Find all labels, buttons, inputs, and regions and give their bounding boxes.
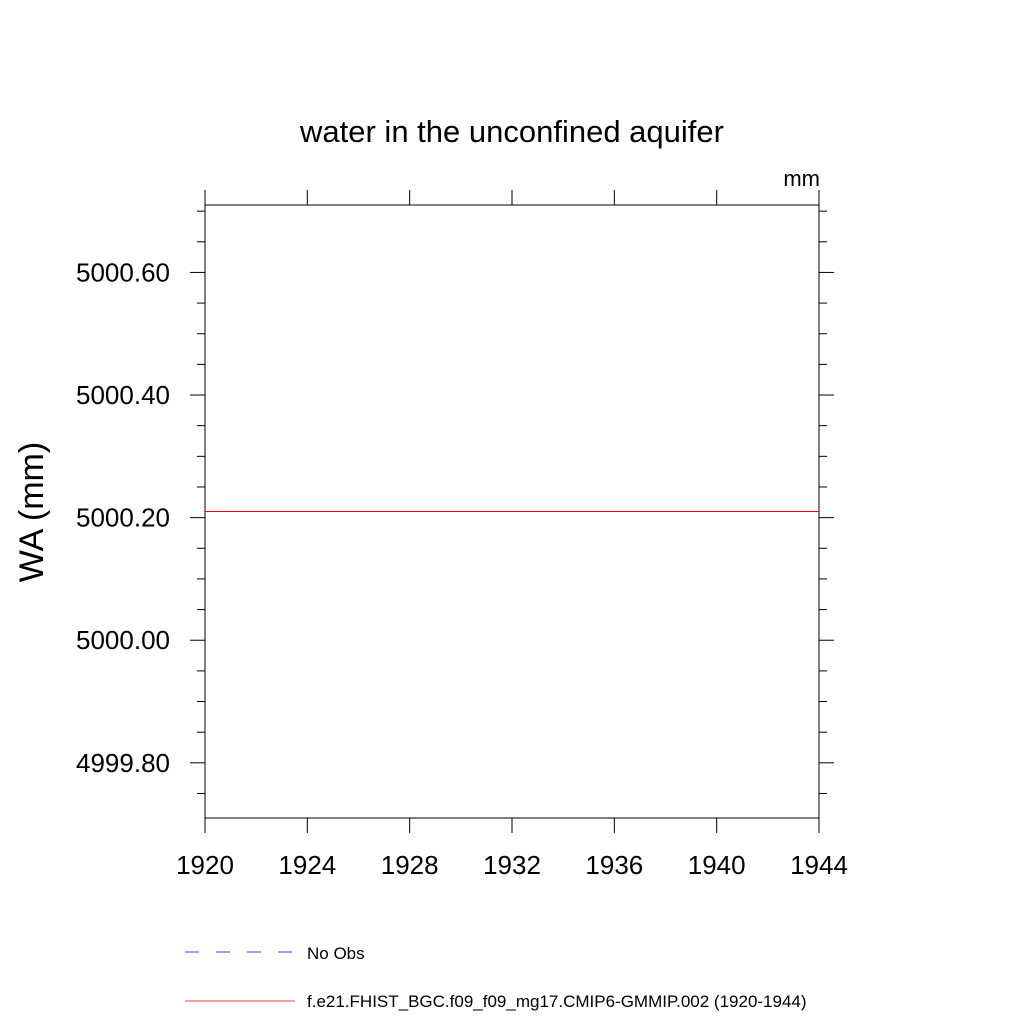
chart-title: water in the unconfined aquifer — [299, 114, 724, 149]
y-tick-label: 5000.40 — [76, 380, 170, 410]
legend-label-no-obs: No Obs — [307, 944, 365, 963]
y-tick-label: 4999.80 — [76, 748, 170, 778]
y-axis: 4999.80 5000.00 5000.20 5000.40 5000.60 — [76, 210, 834, 794]
x-tick-label: 1924 — [278, 850, 336, 880]
y-tick-label: 5000.20 — [76, 503, 170, 533]
legend-item-no-obs: No Obs — [185, 944, 365, 963]
x-tick-label: 1928 — [381, 850, 439, 880]
x-axis: 1920 1924 1928 1932 1936 1940 1944 — [176, 190, 848, 880]
legend: No Obs f.e21.FHIST_BGC.f09_f09_mg17.CMIP… — [185, 944, 807, 1011]
y-tick-label: 5000.00 — [76, 625, 170, 655]
legend-label-model: f.e21.FHIST_BGC.f09_f09_mg17.CMIP6-GMMIP… — [307, 992, 807, 1011]
y-tick-label: 5000.60 — [76, 257, 170, 287]
x-tick-label: 1932 — [483, 850, 541, 880]
y-axis-label: WA (mm) — [13, 442, 51, 582]
units-label: mm — [783, 166, 820, 191]
x-tick-label: 1940 — [688, 850, 746, 880]
legend-item-model: f.e21.FHIST_BGC.f09_f09_mg17.CMIP6-GMMIP… — [185, 992, 807, 1011]
x-tick-label: 1936 — [585, 850, 643, 880]
x-tick-label: 1944 — [790, 850, 848, 880]
x-tick-label: 1920 — [176, 850, 234, 880]
